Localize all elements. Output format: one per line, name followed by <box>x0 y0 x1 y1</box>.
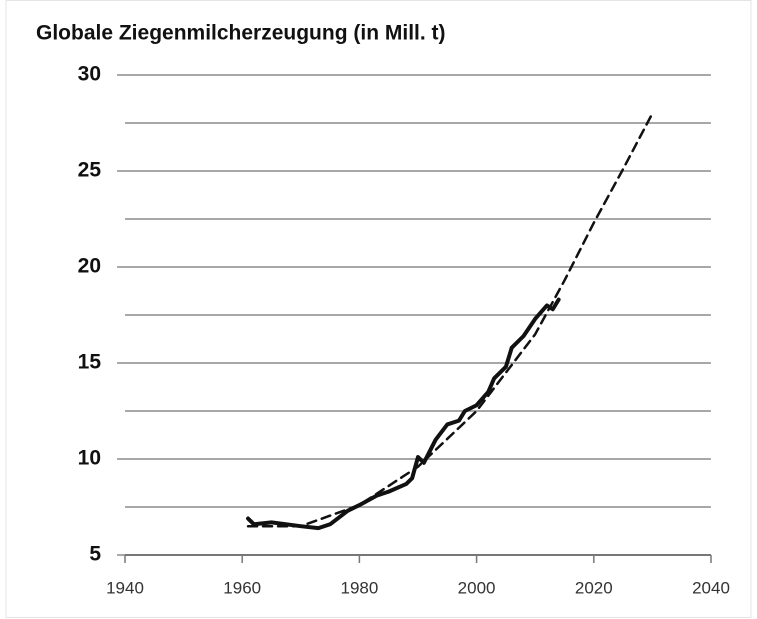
chart-title: Globale Ziegenmilcherzeugung (in Mill. t… <box>36 22 446 45</box>
y-tick-label: 30 <box>78 63 101 86</box>
y-tick-label: 5 <box>89 543 101 566</box>
x-tick-label: 2000 <box>458 578 496 597</box>
y-tick-label: 10 <box>78 447 101 470</box>
x-tick-label: 1980 <box>340 578 378 597</box>
x-tick-label: 1940 <box>106 578 144 597</box>
data-line <box>246 297 561 531</box>
x-tick-label: 1960 <box>223 578 261 597</box>
frame <box>5 0 752 618</box>
y-tick-label: 20 <box>78 255 101 278</box>
x-tick-label: 2020 <box>575 578 613 597</box>
trend-line <box>246 112 654 528</box>
y-tick-label: 15 <box>78 351 102 374</box>
y-tick-label: 25 <box>78 159 102 182</box>
x-tick-label: 2040 <box>692 578 730 597</box>
